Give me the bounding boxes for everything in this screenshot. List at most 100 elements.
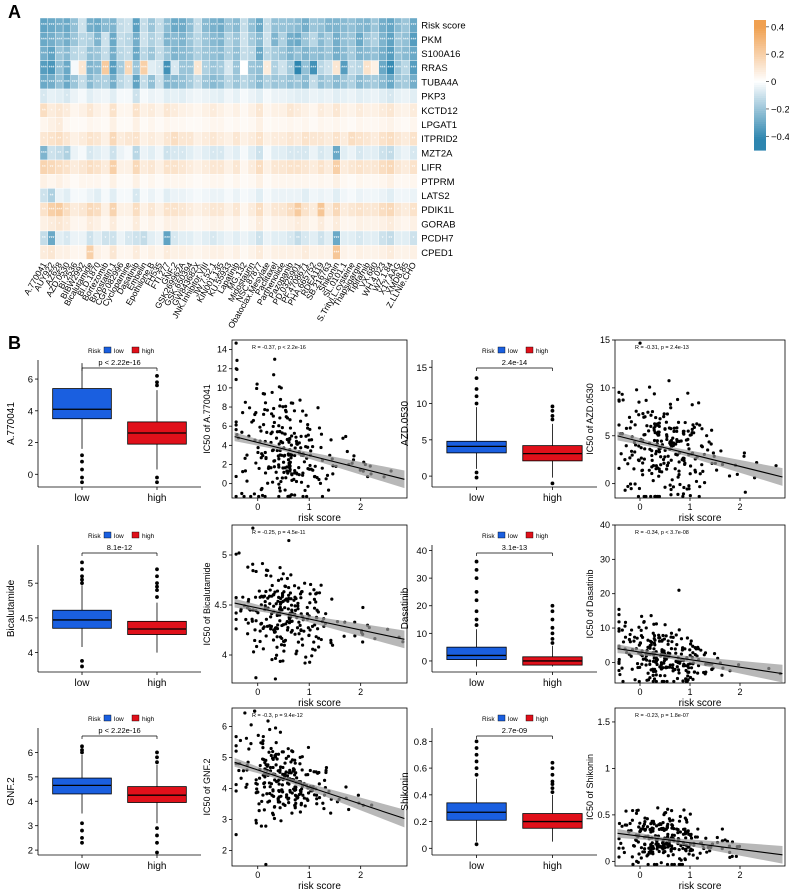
data-point: [677, 819, 682, 823]
significance-mark: ***: [334, 23, 340, 29]
data-point: [695, 422, 699, 426]
heatmap-cell: [355, 216, 364, 232]
significance-mark: ***: [303, 23, 309, 29]
significance-mark: ***: [41, 80, 47, 86]
data-point: [254, 778, 258, 782]
y-tick-label: 0: [605, 657, 610, 667]
data-point: [688, 464, 693, 468]
heatmap-cell: [124, 202, 133, 218]
heatmap-cell: [340, 216, 349, 232]
data-point: [234, 420, 238, 424]
significance-mark: *: [66, 94, 68, 100]
significance-mark: **: [119, 37, 123, 43]
heatmap-cell: [93, 216, 102, 232]
significance-mark: *: [174, 108, 176, 114]
heatmap-cell: [155, 202, 164, 218]
x-tick-label: high: [148, 861, 167, 872]
significance-mark: **: [281, 80, 285, 86]
data-point: [700, 427, 704, 431]
significance-mark: *: [197, 66, 199, 72]
data-point: [617, 399, 621, 403]
data-point: [253, 638, 257, 643]
x-tick-label: 0: [637, 687, 642, 697]
significance-mark: **: [165, 208, 169, 214]
data-point: [280, 431, 284, 435]
heatmap-cell: [216, 173, 226, 189]
data-point: [297, 465, 301, 470]
heatmap-cell: [324, 244, 333, 260]
heatmap-cell: [193, 117, 202, 132]
data-point: [679, 637, 684, 641]
heatmap-cell: [239, 117, 249, 132]
significance-mark: *: [289, 108, 291, 114]
significance-mark: ***: [164, 236, 170, 242]
heatmap-cell: [309, 145, 318, 161]
significance-mark: *: [189, 165, 191, 171]
data-point: [296, 795, 300, 799]
data-point: [642, 850, 647, 854]
heatmap-cell: [124, 216, 133, 232]
significance-mark: ***: [357, 52, 363, 58]
significance-mark: *: [74, 165, 76, 171]
heatmap-cell: [224, 102, 233, 118]
y-tick-label: 6: [28, 748, 33, 759]
data-point: [632, 639, 636, 643]
significance-mark: ***: [326, 52, 332, 58]
box-high: [127, 620, 187, 635]
significance-mark: **: [96, 80, 100, 86]
heatmap-cell: [309, 230, 318, 246]
outlier-point: [474, 609, 479, 614]
data-point: [272, 592, 276, 597]
significance-mark: *: [220, 151, 222, 157]
data-point: [312, 640, 316, 644]
data-point: [623, 488, 627, 492]
colorbar-segment: [754, 72, 766, 75]
y-axis-label: IC50 of AZD.0530: [585, 383, 595, 455]
colorbar-segment: [754, 87, 766, 90]
colorbar-segment: [754, 43, 766, 47]
heatmap-cell: [116, 244, 125, 260]
significance-mark: ***: [133, 80, 139, 86]
significance-mark: **: [157, 37, 161, 43]
significance-mark: **: [257, 165, 261, 171]
heatmap-row-label: RRAS: [421, 63, 447, 74]
heatmap-cell: [132, 173, 141, 189]
data-point: [246, 565, 250, 569]
data-point: [283, 772, 287, 776]
data-point: [253, 595, 258, 599]
data-point: [645, 424, 649, 428]
data-point: [256, 733, 260, 737]
heatmap-cell: [39, 117, 48, 132]
heatmap-cell: [239, 230, 249, 246]
heatmap-cell: [293, 188, 303, 203]
data-point: [640, 662, 644, 666]
data-point: [281, 772, 285, 776]
data-point: [658, 469, 662, 474]
data-point: [271, 638, 276, 642]
data-point: [670, 823, 674, 827]
data-point: [698, 472, 702, 476]
heatmap-cell: [401, 188, 410, 203]
data-point: [312, 588, 316, 592]
data-point: [242, 494, 246, 499]
data-point: [234, 744, 238, 748]
data-point: [234, 423, 238, 427]
heatmap-cell: [270, 117, 279, 132]
data-point: [699, 648, 703, 652]
heatmap-row-label: CPED1: [421, 248, 453, 259]
significance-mark: ***: [310, 23, 316, 29]
data-point: [650, 458, 654, 462]
data-point: [288, 460, 292, 464]
data-point: [300, 787, 304, 791]
heatmap-cell: [155, 173, 164, 189]
data-point: [295, 626, 300, 630]
data-point: [320, 494, 325, 499]
data-point: [234, 749, 238, 753]
data-point: [293, 604, 297, 608]
heatmap-cell: [363, 244, 372, 260]
data-point: [294, 439, 299, 443]
data-point: [265, 792, 269, 796]
data-point: [285, 774, 290, 778]
data-point: [660, 679, 664, 684]
